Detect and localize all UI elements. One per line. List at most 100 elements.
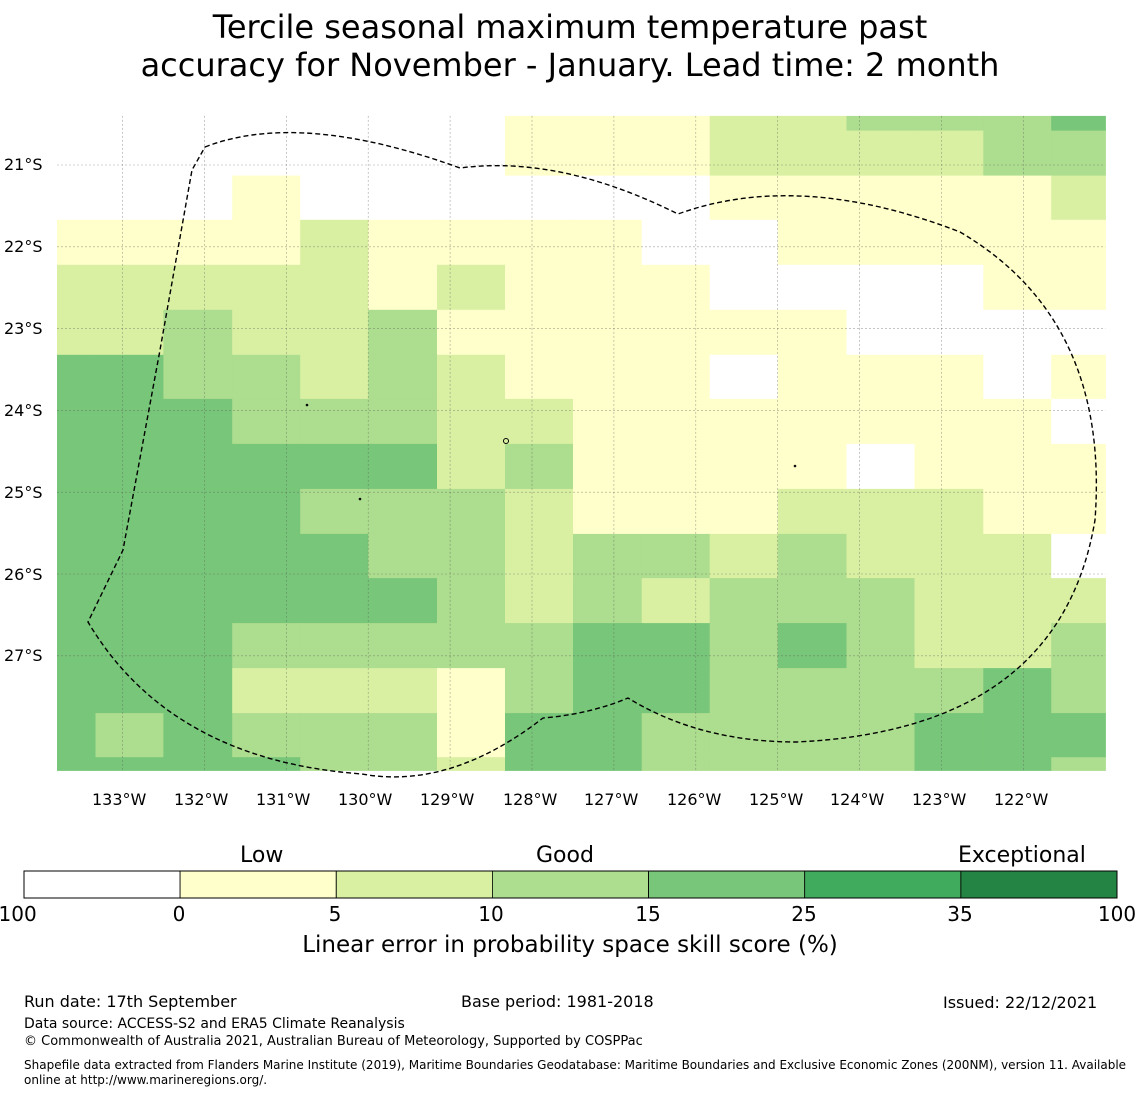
grid-cell	[573, 354, 643, 400]
grid-cell	[846, 443, 916, 490]
grid-cell	[846, 130, 916, 177]
grid-cell	[914, 443, 984, 490]
grid-cell	[368, 668, 438, 714]
grid-cell	[437, 219, 506, 266]
grid-cell	[709, 668, 779, 714]
grid-cell	[983, 533, 1052, 579]
grid-cell	[95, 130, 165, 177]
grid-cell	[57, 264, 97, 311]
grid-cell	[300, 398, 369, 445]
grid-cell	[777, 219, 848, 266]
lon-label: 132°W	[174, 790, 229, 809]
lon-label: 126°W	[667, 790, 722, 809]
grid-cell	[232, 668, 301, 714]
grid-cell	[95, 175, 165, 221]
grid-cell	[914, 488, 984, 535]
grid-cell	[1051, 488, 1106, 535]
grid-cell	[505, 264, 574, 311]
map-title-line-1: Tercile seasonal maximum temperature pas…	[212, 8, 928, 46]
shapefile-credit: Shapefile data extracted from Flanders M…	[24, 1058, 1127, 1087]
grid-cell	[437, 115, 506, 132]
colorbar-swatch	[960, 870, 1118, 899]
grid-cell	[95, 309, 165, 356]
grid-cell	[777, 175, 848, 221]
colorbar-caption: Linear error in probability space skill …	[302, 932, 838, 958]
grid-cell	[846, 533, 916, 579]
lat-label: 25°S	[4, 483, 43, 502]
grid-cell	[437, 309, 506, 356]
grid-cell	[163, 398, 233, 445]
colorbar-tick: 0	[172, 902, 186, 926]
lat-label: 21°S	[4, 155, 43, 174]
grid-cell	[709, 533, 779, 579]
grid-cell	[983, 713, 1052, 758]
grid-cell	[641, 175, 711, 221]
grid-cell	[232, 713, 301, 758]
grid-cell	[57, 175, 97, 221]
grid-cell	[57, 309, 97, 356]
colorbar-tick: 25	[791, 902, 817, 926]
grid-cell	[368, 115, 438, 132]
grid-cell	[777, 488, 848, 535]
grid-cell	[300, 219, 369, 266]
grid-cell	[641, 713, 711, 758]
grid-cell	[95, 623, 165, 669]
grid-cell	[573, 309, 643, 356]
grid-cell	[95, 219, 165, 266]
grid-cell	[368, 354, 438, 400]
grid-cell	[57, 668, 97, 714]
grid-cell	[57, 578, 97, 624]
grid-cell	[232, 309, 301, 356]
grid-cell	[368, 398, 438, 445]
grid-cell	[641, 533, 711, 579]
grid-cell	[846, 757, 916, 771]
grid-cell	[1051, 130, 1106, 177]
grid-cell	[232, 115, 301, 132]
grid-cell	[777, 398, 848, 445]
grid-cell	[505, 115, 574, 132]
grid-cell	[709, 443, 779, 490]
grid-cell	[163, 488, 233, 535]
grid-cell	[846, 623, 916, 669]
lat-label: 22°S	[4, 237, 43, 256]
grid-cell	[1051, 623, 1106, 669]
grid-cell	[709, 757, 779, 771]
grid-cell	[573, 713, 643, 758]
grid-cell	[846, 488, 916, 535]
grid-cell	[437, 578, 506, 624]
grid-cell	[95, 578, 165, 624]
grid-cell	[914, 398, 984, 445]
lat-label: 24°S	[4, 401, 43, 420]
grid-cell	[914, 623, 984, 669]
legend-exceptional-label: Exceptional	[958, 843, 1086, 868]
base-period: Base period: 1981-2018	[461, 992, 654, 1011]
colorbar-swatch	[179, 870, 337, 899]
grid-cell	[437, 668, 506, 714]
grid-cell	[641, 488, 711, 535]
grid-cell	[57, 488, 97, 535]
grid-cell	[368, 623, 438, 669]
legend-good-label: Good	[536, 843, 594, 868]
grid-cell	[232, 354, 301, 400]
grid-cell	[1051, 175, 1106, 221]
grid-cell	[983, 668, 1052, 714]
grid-cell	[95, 533, 165, 579]
lon-label: 128°W	[503, 790, 558, 809]
eez-boundary	[87, 131, 1098, 778]
grid-cell	[368, 175, 438, 221]
grid-cell	[983, 309, 1052, 356]
grid-cell	[777, 264, 848, 311]
grid-cell	[1051, 115, 1106, 132]
grid-cell	[914, 533, 984, 579]
grid-cell	[573, 175, 643, 221]
grid-cell	[1051, 533, 1106, 579]
grid-cell	[846, 354, 916, 400]
grid-cell	[709, 264, 779, 311]
grid-cell	[846, 264, 916, 311]
grid-cell	[163, 533, 233, 579]
grid-cell	[232, 578, 301, 624]
grid-cell	[163, 264, 233, 311]
grid-cell	[1051, 757, 1106, 771]
grid-cell	[641, 398, 711, 445]
grid-cell	[914, 713, 984, 758]
